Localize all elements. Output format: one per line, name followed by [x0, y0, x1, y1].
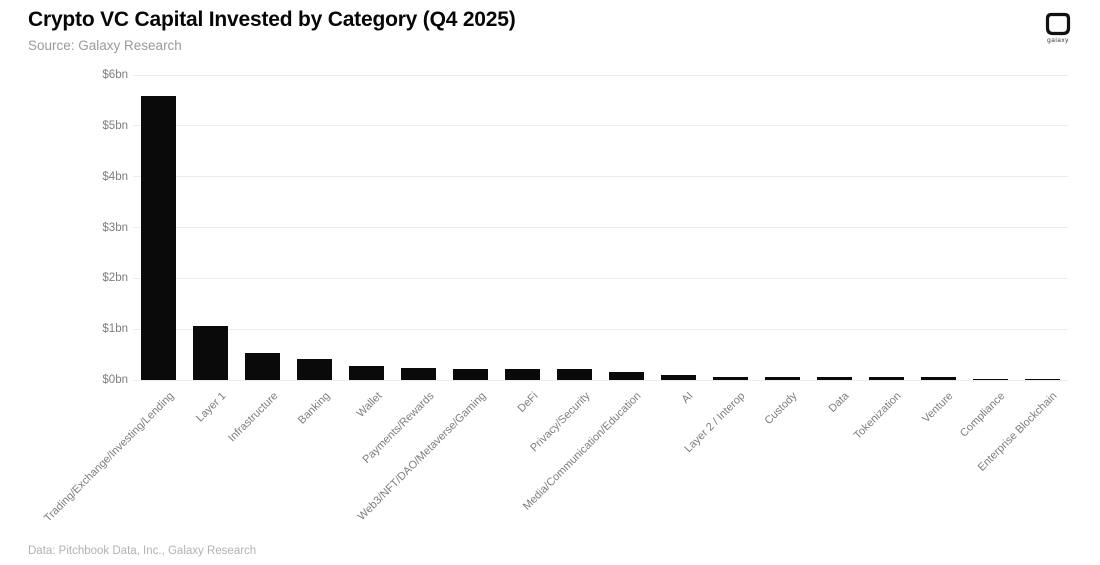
y-axis-tick-label: $0bn — [102, 374, 128, 386]
x-axis-category-label: Tokenization — [851, 390, 904, 442]
gridline — [133, 125, 1068, 127]
x-axis-category-label: DeFi — [515, 390, 541, 415]
bar — [816, 377, 852, 380]
bar — [141, 96, 177, 380]
bar — [868, 377, 904, 380]
chart-source: Source: Galaxy Research — [28, 38, 182, 53]
bar — [920, 377, 956, 380]
y-axis-tick-label: $3bn — [102, 221, 128, 234]
x-axis-category-label: Layer 1 — [193, 390, 229, 425]
bar — [608, 372, 644, 380]
bar — [401, 367, 437, 380]
x-axis-category-label: Banking — [295, 390, 333, 427]
x-axis-category-label: Wallet — [354, 390, 385, 420]
bar — [245, 353, 281, 380]
bar — [349, 365, 385, 380]
y-axis-tick-label: $1bn — [102, 323, 128, 336]
gridline — [133, 74, 1068, 76]
bar — [660, 374, 696, 380]
data-credit: Data: Pitchbook Data, Inc., Galaxy Resea… — [28, 545, 257, 557]
bar — [712, 377, 748, 380]
bar — [297, 359, 333, 380]
bar — [1024, 378, 1060, 380]
y-axis-tick-label: $6bn — [102, 69, 128, 81]
gridline — [133, 176, 1068, 178]
x-axis-category-label: Infrastructure — [226, 390, 281, 445]
galaxy-logo-label: galaxy — [1047, 37, 1069, 44]
chart-title: Crypto VC Capital Invested by Category (… — [28, 8, 516, 31]
x-axis-category-label: Media/Communication/Education — [521, 390, 644, 513]
y-axis-tick-label: $2bn — [102, 272, 128, 285]
bar — [453, 369, 489, 380]
bar — [505, 368, 541, 380]
bar — [764, 377, 800, 380]
gridline — [133, 277, 1068, 279]
x-axis-category-label: Custody — [762, 390, 800, 428]
gridline — [133, 328, 1068, 330]
x-axis-category-label: Data — [826, 390, 852, 415]
bar — [972, 378, 1008, 380]
y-axis-tick-label: $5bn — [102, 119, 128, 132]
x-axis-category-label: Trading/Exchange/Investing/Lending — [41, 390, 177, 525]
bar — [557, 368, 593, 380]
y-axis-tick-label: $4bn — [102, 170, 128, 183]
galaxy-logo: galaxy — [1034, 12, 1082, 44]
x-axis-category-label: AI — [680, 390, 696, 406]
x-axis-category-label: Compliance — [957, 390, 1008, 440]
galaxy-logo-icon — [1034, 12, 1082, 36]
gridline — [133, 379, 1068, 381]
x-axis-category-label: Venture — [920, 390, 956, 426]
bar — [193, 326, 229, 380]
gridline — [133, 227, 1068, 228]
